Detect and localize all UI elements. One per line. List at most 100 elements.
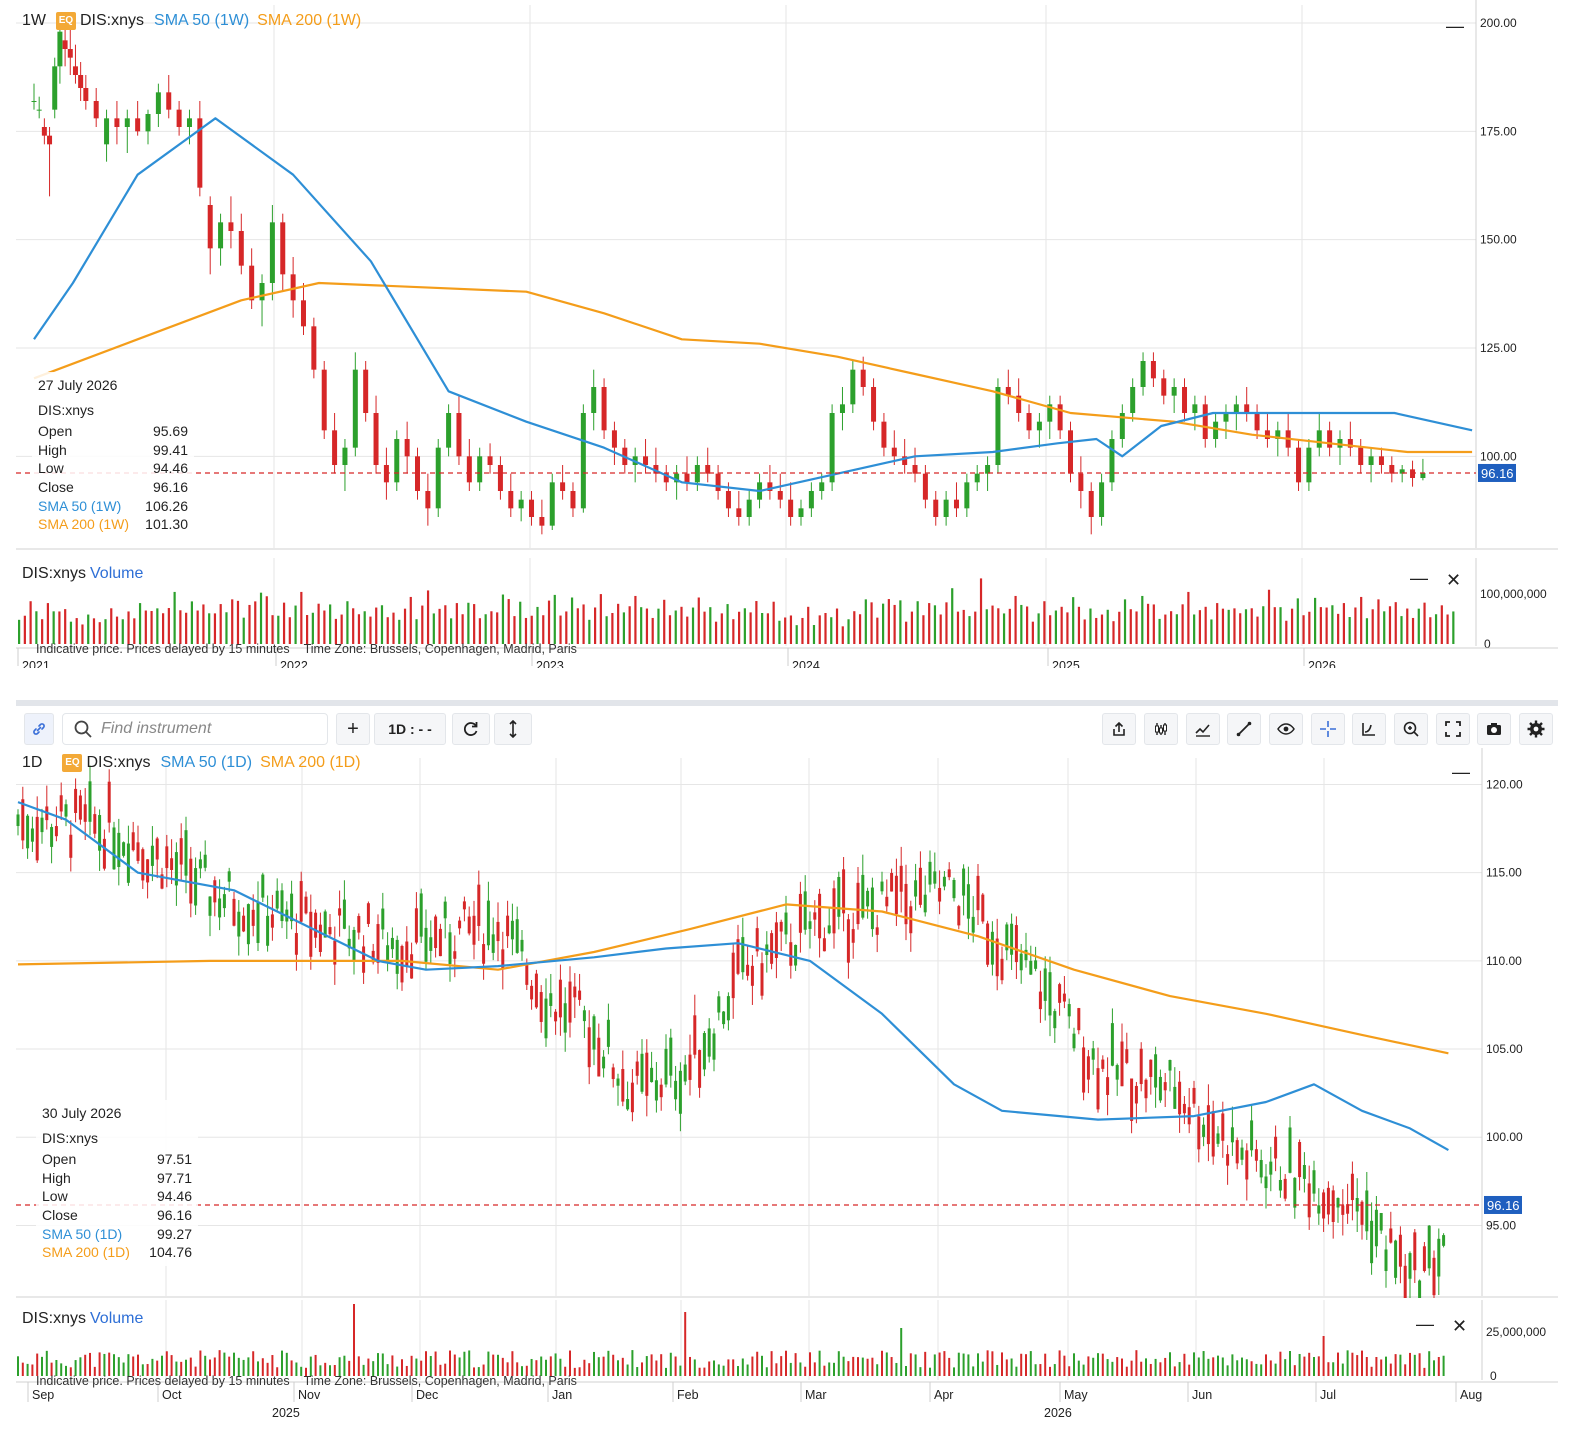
volume-bar	[391, 1355, 394, 1376]
volume-bar	[582, 604, 585, 644]
daily-price-chart[interactable]: 120.00 115.00 110.00 105.00 100.00 95.00 96.16	[16, 748, 1558, 1298]
volume-bar	[247, 1357, 250, 1376]
refresh-button[interactable]	[452, 713, 490, 745]
indicators-button[interactable]	[1186, 713, 1220, 745]
volume-bar	[1164, 614, 1167, 644]
crosshair-button[interactable]	[1311, 713, 1345, 745]
symbol-label[interactable]: DIS:xnys	[86, 754, 151, 771]
candle-body	[942, 876, 946, 887]
daily-volume-chart[interactable]: 25,000,000 0 Sep Oct Nov Dec Jan Feb Mar Apr May Ju…	[16, 1300, 1558, 1430]
volume-bar	[425, 1351, 427, 1376]
eye-button[interactable]	[1269, 713, 1303, 745]
more-button[interactable]	[494, 713, 532, 745]
volume-bar	[81, 624, 84, 644]
candle-body	[155, 838, 159, 860]
candle-body	[496, 921, 500, 942]
sma50-legend[interactable]: SMA 50 (1W)	[154, 12, 250, 29]
close-icon[interactable]: ✕	[1452, 1316, 1468, 1336]
sma200-legend[interactable]: SMA 200 (1D)	[260, 754, 361, 771]
candle-type-button[interactable]	[1144, 713, 1178, 745]
candle-body	[525, 963, 529, 985]
volume-bar	[507, 599, 510, 644]
volume-label[interactable]: Volume	[90, 565, 144, 582]
volume-bar	[871, 1357, 874, 1376]
volume-bar	[74, 1360, 77, 1376]
find-instrument-search[interactable]	[62, 713, 328, 745]
draw-line-button[interactable]	[1227, 713, 1261, 745]
volume-bar	[605, 616, 608, 644]
candle-body	[1298, 1142, 1302, 1178]
candle-body	[311, 326, 317, 370]
volume-bar	[1322, 1336, 1325, 1376]
candle-body	[1029, 960, 1033, 975]
candle-body	[779, 921, 783, 932]
zoom-button[interactable]	[1394, 713, 1428, 745]
candle-body	[160, 874, 164, 889]
volume-bar	[576, 608, 579, 644]
volume-bar	[461, 614, 464, 644]
volume-bar	[1170, 611, 1173, 644]
candle-body	[218, 222, 224, 249]
volume-label[interactable]: Volume	[90, 1310, 144, 1327]
volume-bar	[401, 1359, 403, 1376]
volume-bar	[294, 605, 297, 644]
volume-bar	[1332, 1362, 1335, 1376]
candle-body	[1115, 1065, 1119, 1080]
volume-bar	[722, 1365, 725, 1376]
candle-body	[520, 939, 524, 952]
volume-bar	[353, 1304, 355, 1376]
share-button[interactable]	[1102, 713, 1136, 745]
candle-body	[650, 1067, 654, 1083]
search-input[interactable]	[99, 719, 323, 739]
weekly-price-chart[interactable]: 200.00 175.00 150.00 125.00 100.00 96.16	[16, 0, 1558, 555]
sma50-legend[interactable]: SMA 50 (1D)	[160, 754, 253, 771]
minimize-icon[interactable]: —	[1446, 16, 1464, 36]
volume-bar	[680, 606, 683, 644]
volume-bar	[1406, 608, 1409, 644]
volume-bar	[876, 617, 879, 644]
minimize-icon[interactable]: —	[1452, 762, 1470, 782]
candle-body	[323, 911, 327, 938]
candle-body	[1245, 1150, 1249, 1180]
candle-body	[725, 491, 731, 509]
camera-button[interactable]	[1477, 713, 1511, 745]
link-button[interactable]	[24, 713, 54, 745]
interval-selector[interactable]: 1D : - -	[374, 713, 446, 745]
y-tick-label: 125.00	[1480, 341, 1517, 355]
volume-bar	[305, 1367, 307, 1376]
sma200-legend[interactable]: SMA 200 (1W)	[257, 12, 362, 29]
volume-bar	[1308, 611, 1311, 644]
candle-body	[275, 890, 279, 909]
volume-bar	[438, 608, 441, 644]
settings-button[interactable]	[1519, 713, 1553, 745]
volume-bar	[185, 612, 188, 644]
candle-body	[1336, 1197, 1340, 1208]
volume-bar	[968, 616, 971, 644]
volume-bar	[1411, 617, 1415, 644]
candle-body	[1139, 1048, 1143, 1085]
candle-body	[560, 482, 566, 491]
info-value: 97.51	[156, 1151, 192, 1168]
symbol-label[interactable]: DIS:xnys	[80, 12, 145, 29]
compare-button[interactable]	[1352, 713, 1386, 745]
volume-bar	[266, 1362, 269, 1376]
candle-body	[870, 887, 874, 930]
volume-bar	[607, 1350, 610, 1376]
volume-bar	[1348, 617, 1351, 644]
fullscreen-button[interactable]	[1436, 713, 1470, 745]
volume-bar	[784, 617, 787, 644]
candle-body	[1110, 1023, 1114, 1066]
volume-bar	[1169, 1352, 1171, 1376]
add-button[interactable]: +	[336, 713, 370, 745]
weekly-volume-chart[interactable]: 100,000,000 0 2021 2022 2023 2024 2025 2026	[16, 558, 1558, 668]
candle-body	[1154, 1054, 1158, 1088]
volume-bar	[225, 612, 228, 644]
volume-bar	[1212, 1357, 1215, 1376]
minimize-icon[interactable]: —	[1410, 568, 1428, 588]
volume-bar	[1452, 611, 1455, 644]
candle-body	[645, 1052, 649, 1096]
minimize-icon[interactable]: —	[1416, 1314, 1434, 1334]
volume-bar	[1260, 1364, 1263, 1376]
close-icon[interactable]: ✕	[1446, 570, 1462, 590]
volume-bar	[144, 610, 147, 644]
